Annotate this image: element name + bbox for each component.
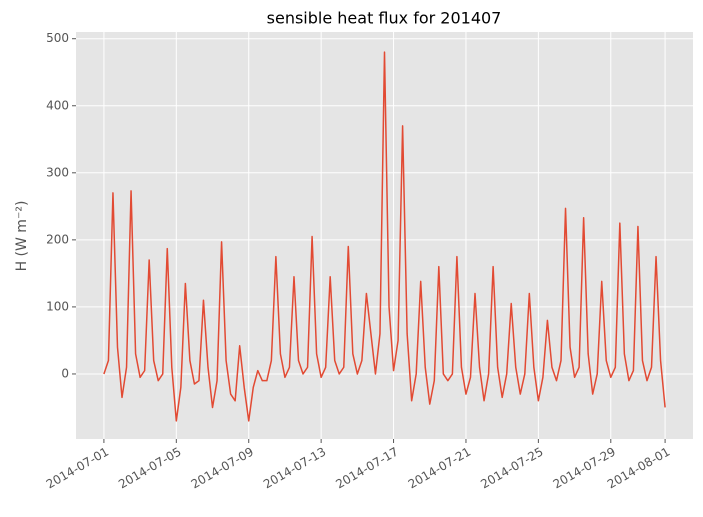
x-tick-label: 2014-07-01	[44, 445, 111, 492]
y-tick-label: 200	[46, 232, 69, 246]
x-tick-label: 2014-07-17	[333, 445, 400, 492]
data-line	[103, 51, 666, 422]
y-tick-label: 400	[46, 98, 69, 112]
x-tick-label: 2014-07-13	[261, 445, 328, 492]
x-tick-label: 2014-07-21	[406, 445, 473, 492]
x-tick-label: 2014-07-05	[116, 445, 183, 492]
y-tick-label: 500	[46, 31, 69, 45]
y-tick-label: 0	[61, 366, 69, 380]
y-tick-label: 100	[46, 299, 69, 313]
x-tick-label: 2014-07-25	[478, 445, 545, 492]
y-tick-label: 300	[46, 165, 69, 179]
x-tick-label: 2014-07-09	[189, 445, 256, 492]
y-axis-label: H (W m⁻²)	[14, 201, 30, 272]
chart-title: sensible heat flux for 201407	[267, 9, 502, 28]
